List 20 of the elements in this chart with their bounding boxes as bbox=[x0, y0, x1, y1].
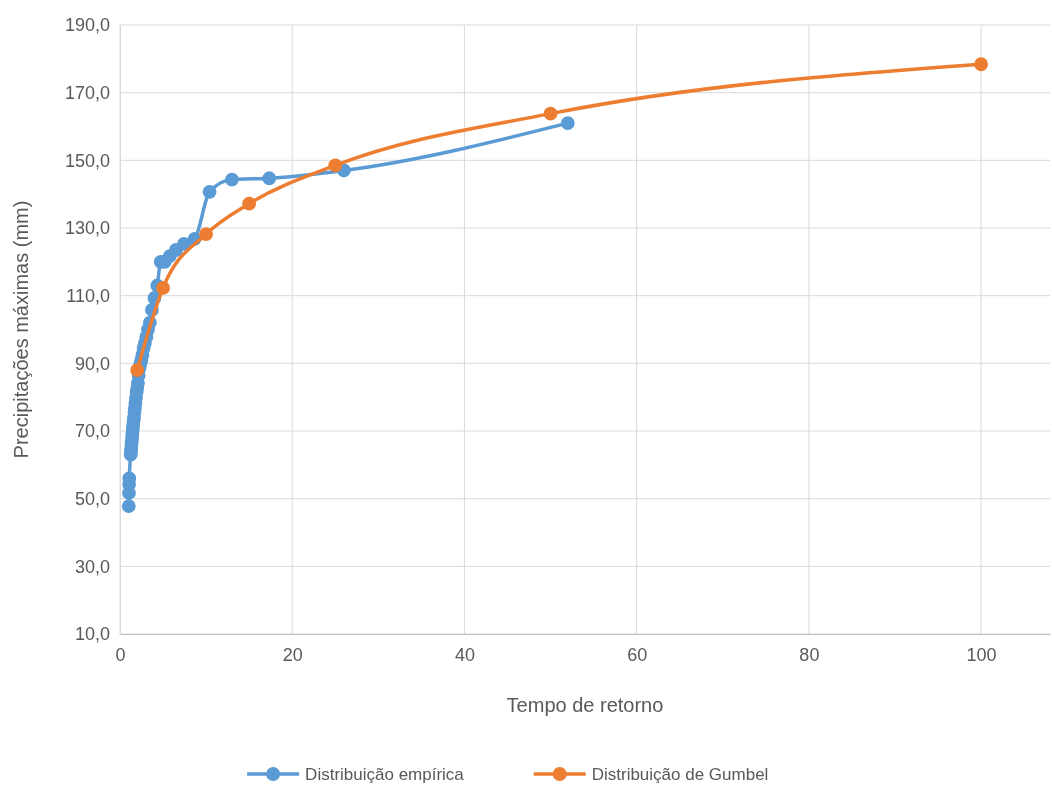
x-tick-label: 100 bbox=[966, 644, 997, 665]
y-tick-label: 90,0 bbox=[74, 353, 110, 374]
y-tick-label: 10,0 bbox=[74, 624, 110, 645]
x-tick-label: 80 bbox=[799, 644, 820, 665]
y-tick-label: 190,0 bbox=[64, 15, 110, 36]
x-tick-label: 60 bbox=[627, 644, 648, 665]
y-tick-label: 130,0 bbox=[64, 218, 110, 239]
y-tick-label: 50,0 bbox=[74, 488, 110, 509]
y-axis-title: Precipitações máximas (mm) bbox=[10, 200, 32, 459]
y-tick-label: 170,0 bbox=[64, 82, 110, 103]
x-axis-title: Tempo de retorno bbox=[506, 694, 664, 716]
x-tick-label: 0 bbox=[115, 644, 126, 665]
y-tick-label: 70,0 bbox=[74, 421, 110, 442]
x-tick-label: 40 bbox=[454, 644, 475, 665]
y-tick-label: 150,0 bbox=[64, 150, 110, 171]
x-tick-label: 20 bbox=[282, 644, 303, 665]
legend-label: Distribuição empírica bbox=[305, 764, 465, 784]
y-tick-label: 110,0 bbox=[66, 285, 110, 306]
legend-label: Distribuição de Gumbel bbox=[591, 764, 769, 784]
y-tick-label: 30,0 bbox=[74, 556, 110, 577]
